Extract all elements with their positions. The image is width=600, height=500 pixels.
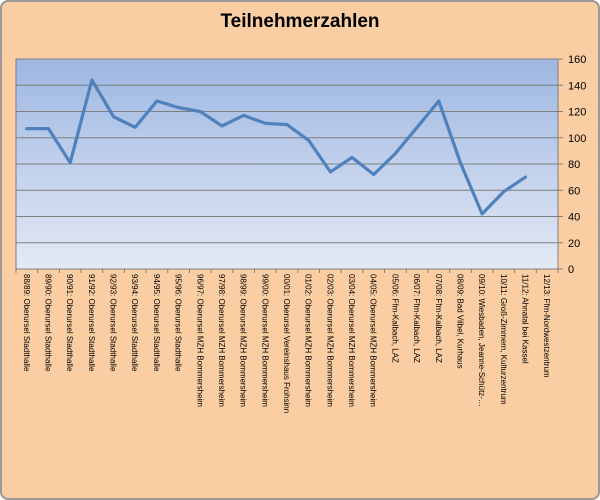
y-axis-label: 0 (568, 264, 574, 276)
x-axis-label: 99/00: Oberursel MZH Bommersheim (260, 274, 269, 407)
x-axis-label: 01/02: Oberursel MZH Bommersheim (304, 274, 313, 407)
x-axis-label: 07/08: Ffm-Kalbach, LAZ (434, 274, 443, 363)
x-axis-label: 97/98: Oberursel MZH Bommersheim (217, 274, 226, 407)
y-axis-label: 120 (568, 107, 586, 119)
x-axis-label: 10/11: Groß-Zimmern, Kulturzentrum (499, 274, 508, 405)
x-axis-label: 00/01: Oberursel Vereinshaus Frohsinn (282, 274, 291, 413)
x-axis-label: 94/95: Oberursel Stadthalle (152, 274, 161, 372)
x-axis-label: 89/90: Oberursel Stadthalle (44, 274, 53, 372)
y-axis-label: 100 (568, 133, 586, 145)
y-axis-label: 60 (568, 185, 580, 197)
x-axis-label: 08/09: Bad Vilbel, Kurhaus (455, 274, 464, 369)
y-axis-label: 140 (568, 80, 586, 92)
x-axis-label: 03/04: Oberursel MZH Bommersheim (347, 274, 356, 407)
y-axis-label: 40 (568, 212, 580, 224)
x-axis-label: 04/05: Oberursel MZH Bommersheim (369, 274, 378, 407)
x-axis-label: 92/93: Oberursel Stadthalle (109, 274, 118, 372)
y-axis-label: 160 (568, 54, 586, 66)
x-axis-label: 98/99: Oberursel MZH Bommersheim (239, 274, 248, 407)
x-axis-label: 91/92: Oberursel Stadthalle (87, 274, 96, 372)
x-axis-label: 96/97: Oberursel MZH Bommersheim (195, 274, 204, 407)
x-axis-label: 93/94: Oberursel Stadthalle (130, 274, 139, 372)
y-axis-label: 80 (568, 159, 580, 171)
x-axis-label: 09/10: Wiesbaden, Jeanne-Schütz-… (477, 274, 486, 407)
x-axis-label: 95/96: Oberursel Stadthalle (174, 274, 183, 372)
x-axis-label: 02/03: Oberursel MZH Bommersheim (325, 274, 334, 407)
x-axis-label: 12/13: Ffm-Nordwestzentrum (542, 274, 551, 378)
x-axis-label: 88/89: Oberursel Stadthalle (22, 274, 31, 372)
x-axis-label: 11/12: Ahnatal bei Kassel (520, 274, 529, 364)
x-axis-label: 90/91: Oberursel Stadthalle (65, 274, 74, 372)
x-axis-label: 06/07: Ffm-Kalbach, LAZ (412, 274, 421, 363)
chart-title: Teilnehmerzahlen (220, 11, 380, 32)
y-axis-label: 20 (568, 238, 580, 250)
x-axis-label: 05/06: Ffm-Kalbach, LAZ (390, 274, 399, 363)
series-line (25, 78, 528, 216)
